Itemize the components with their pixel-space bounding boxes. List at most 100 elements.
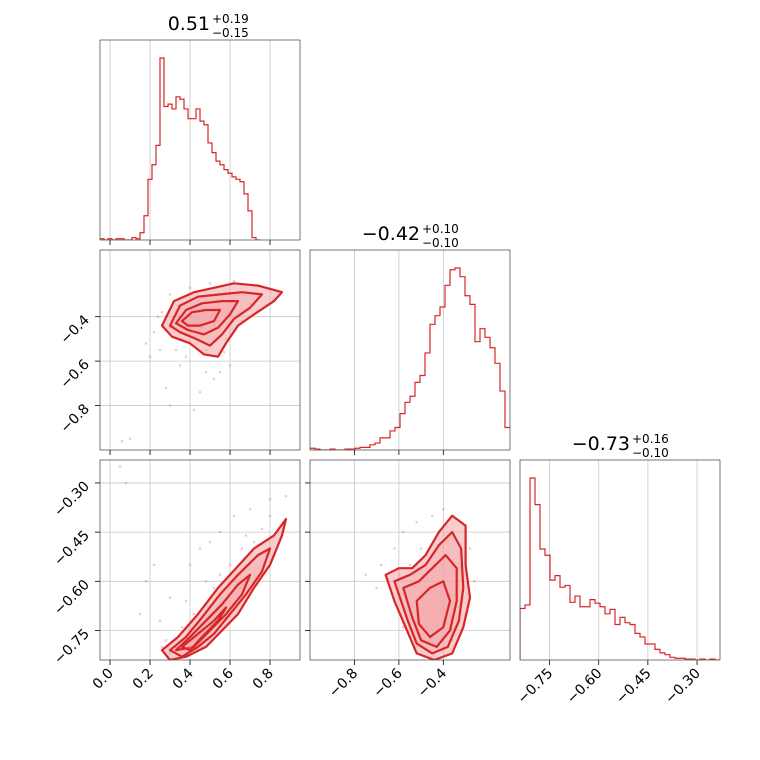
- sample-point: [118, 465, 122, 468]
- sample-point: [218, 370, 222, 374]
- x-tick-label: −0.8: [326, 666, 361, 701]
- sample-point: [393, 547, 396, 550]
- contour-level-2: [393, 530, 465, 655]
- panel-plot-area: [100, 250, 300, 450]
- sample-point: [442, 507, 445, 511]
- sample-point: [208, 540, 212, 544]
- sample-point: [178, 364, 182, 367]
- sample-point: [268, 514, 272, 518]
- title-median: −0.42: [362, 223, 420, 245]
- histogram-step-3: [520, 477, 720, 660]
- sample-point: [192, 408, 196, 412]
- sample-point: [379, 563, 383, 567]
- y-tick-label: −0.6: [57, 357, 92, 392]
- x-tick-label: −0.30: [662, 666, 704, 708]
- sample-point: [468, 547, 472, 550]
- contour-level-2: [168, 547, 272, 658]
- contour-level-4: [180, 606, 228, 652]
- y-tick-label: −0.8: [57, 401, 92, 436]
- sample-point: [218, 530, 222, 534]
- sample-point: [208, 282, 212, 285]
- param-title-2: −0.42 +0.10−0.10: [362, 222, 459, 250]
- contour-level-3: [174, 573, 252, 652]
- sample-point: [156, 315, 160, 318]
- x-tick-label: −0.4: [415, 665, 450, 700]
- sample-point: [473, 580, 476, 583]
- y-tick-label: −0.75: [51, 626, 93, 668]
- sample-point: [198, 547, 202, 550]
- x-tick-label: 0.4: [170, 665, 197, 692]
- x-tick-label: −0.75: [515, 666, 557, 708]
- histogram-step-2: [310, 267, 510, 450]
- sample-point: [164, 639, 168, 642]
- sample-point: [198, 390, 202, 394]
- sample-point: [144, 342, 148, 345]
- title-upper: +0.16: [632, 432, 669, 446]
- sample-point: [419, 547, 423, 550]
- x-tick-label: −0.6: [370, 665, 405, 700]
- sample-point: [218, 573, 222, 577]
- sample-point: [120, 439, 124, 443]
- sample-point: [232, 514, 236, 518]
- hist-panel-1: 0.51 +0.19−0.15: [99, 12, 301, 245]
- sample-point: [184, 599, 188, 603]
- sample-point: [160, 645, 164, 649]
- sample-point: [402, 530, 405, 534]
- scatter-panel-1-3: −0.75 −0.60 −0.45 −0.30: [51, 459, 301, 668]
- param-title-1: 0.51 +0.19−0.15: [168, 12, 249, 40]
- histogram-step-1: [100, 57, 260, 240]
- sample-point: [430, 514, 434, 518]
- sample-point: [204, 370, 208, 374]
- sample-point: [375, 586, 378, 590]
- sample-point: [174, 348, 178, 352]
- y-tick-label: −0.45: [51, 528, 93, 570]
- sample-point: [158, 348, 162, 352]
- sample-point: [204, 580, 208, 583]
- x-tick-label: 0.2: [130, 666, 157, 693]
- sample-point: [240, 547, 244, 550]
- sample-point: [402, 625, 405, 629]
- sample-point: [148, 355, 152, 358]
- contour-level-1: [384, 514, 472, 660]
- x-tick-label: −0.45: [613, 666, 655, 708]
- sample-point: [168, 404, 172, 407]
- panel-frame: [519, 459, 721, 661]
- sample-point: [180, 625, 184, 629]
- sample-point: [152, 330, 156, 334]
- panel-frame: [309, 459, 511, 661]
- sample-point: [164, 386, 168, 390]
- x-tick-label: −0.60: [564, 666, 606, 708]
- sample-point: [415, 520, 418, 524]
- sample-point: [138, 612, 142, 616]
- y-tick-label: −0.30: [51, 478, 93, 520]
- sample-point: [158, 619, 162, 622]
- hist-panel-2: −0.42 +0.10−0.10: [309, 222, 511, 455]
- scatter-panel-1-2: −0.8 −0.6 −0.4: [57, 249, 301, 455]
- panel-frame: [99, 249, 301, 451]
- sample-point: [222, 350, 226, 354]
- hist-panel-3: −0.73 +0.16−0.10: [519, 432, 721, 665]
- sample-point: [260, 527, 264, 531]
- sample-point: [152, 563, 156, 567]
- sample-point: [408, 563, 412, 567]
- title-upper: +0.19: [212, 12, 249, 26]
- sample-point: [184, 355, 188, 358]
- sample-point: [248, 507, 252, 511]
- scatter-panel-2-3: [305, 459, 511, 665]
- x-tick-label: 0.0: [90, 666, 117, 693]
- title-median: 0.51: [168, 13, 210, 35]
- x-tick-label: 0.6: [210, 665, 237, 692]
- sample-point: [124, 481, 128, 485]
- y-tick-label: −0.60: [51, 577, 93, 619]
- sample-point: [268, 498, 272, 501]
- sample-point: [168, 293, 172, 296]
- sample-point: [212, 377, 216, 381]
- panel-frame: [99, 459, 301, 661]
- sample-point: [364, 573, 367, 577]
- sample-point: [128, 437, 132, 441]
- sample-point: [144, 580, 148, 583]
- sample-point: [244, 534, 248, 537]
- sample-point: [228, 364, 232, 367]
- sample-point: [188, 286, 192, 290]
- sample-point: [284, 494, 288, 498]
